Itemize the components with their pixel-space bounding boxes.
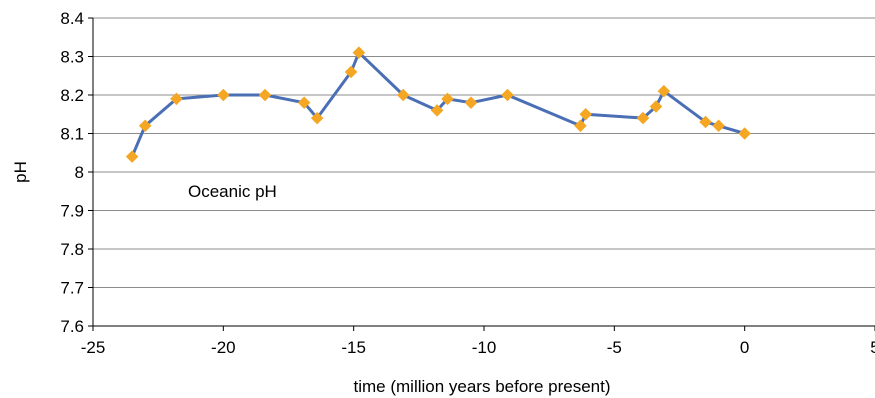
- series-oceanic-ph: [130, 51, 746, 158]
- data-point-marker: [501, 88, 514, 102]
- data-point-marker: [258, 88, 272, 102]
- grid-lines: [93, 17, 875, 327]
- x-tick-label: 5: [870, 338, 875, 357]
- x-tick-label: -10: [472, 338, 497, 357]
- data-point-marker: [352, 46, 366, 60]
- y-tick-label: 7.9: [60, 202, 84, 221]
- x-tick-label: -20: [211, 338, 236, 357]
- data-point-marker: [441, 92, 454, 106]
- y-tick-label: 8.2: [60, 86, 84, 105]
- data-point-marker: [216, 88, 230, 102]
- y-tick-label: 8: [75, 163, 84, 182]
- y-tick-labels: 7.6 7.7 7.8 7.9 8 8.1 8.2 8.3 8.4: [60, 9, 84, 336]
- y-tick-label: 7.7: [60, 279, 84, 298]
- y-tick-label: 8.1: [60, 125, 84, 144]
- data-point-marker: [636, 111, 650, 125]
- annotation-oceanic-ph: Oceanic pH: [188, 182, 277, 201]
- x-tick-label: -5: [607, 338, 622, 357]
- data-point-marker: [464, 96, 478, 110]
- y-tick-label: 7.6: [60, 317, 84, 336]
- data-point-marker: [344, 65, 358, 79]
- data-point-marker: [699, 115, 712, 129]
- data-point-marker: [574, 119, 587, 133]
- x-tick-label: -15: [341, 338, 366, 357]
- data-point-marker: [170, 92, 183, 106]
- data-point-marker: [125, 150, 139, 163]
- y-tick-label: 8.3: [60, 48, 84, 67]
- y-axis-title: pH: [11, 161, 30, 183]
- data-point-marker: [396, 88, 410, 102]
- series-line: [130, 51, 746, 158]
- data-point-marker: [657, 84, 671, 98]
- data-point-marker: [297, 96, 311, 110]
- y-tick-label: 8.4: [60, 9, 84, 28]
- data-point-marker: [430, 104, 444, 117]
- data-point-marker: [310, 111, 324, 125]
- x-tick-label: -25: [81, 338, 106, 357]
- data-point-marker: [579, 107, 593, 121]
- data-point-marker: [712, 119, 725, 133]
- data-point-marker: [738, 127, 752, 140]
- x-tick-label: 0: [740, 338, 749, 357]
- axes: [88, 17, 875, 331]
- data-point-marker: [649, 100, 663, 113]
- x-tick-labels: -25 -20 -15 -10 -5 0 5: [81, 338, 875, 357]
- x-axis-title: time (million years before present): [354, 377, 611, 396]
- data-point-marker: [138, 119, 152, 133]
- data-points: [125, 46, 752, 163]
- y-tick-label: 7.8: [60, 240, 84, 259]
